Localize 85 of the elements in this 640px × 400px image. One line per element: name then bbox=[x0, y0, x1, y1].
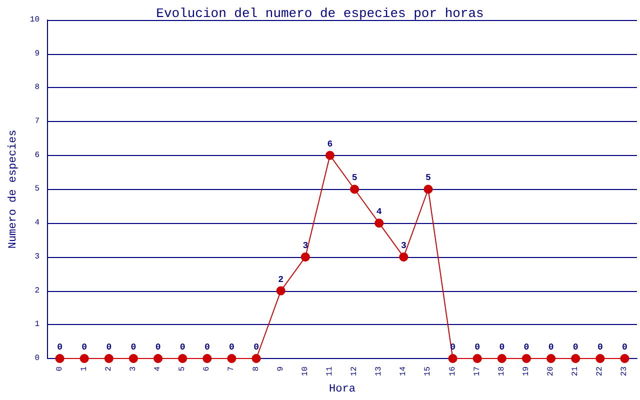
x-tick-label: 14 bbox=[399, 366, 408, 376]
x-axis-title: Hora bbox=[329, 384, 356, 396]
point bbox=[472, 354, 482, 363]
point bbox=[276, 286, 286, 296]
point bbox=[104, 354, 114, 363]
x-tick-label: 10 bbox=[300, 366, 310, 376]
data-label: 0 bbox=[57, 342, 62, 352]
data-label: 0 bbox=[82, 342, 88, 352]
data-label: 0 bbox=[229, 342, 234, 352]
y-tick-label: 8 bbox=[34, 83, 40, 92]
x-tick-label: 9 bbox=[276, 366, 286, 372]
x-tick-label: 7 bbox=[227, 366, 236, 372]
x-tick-label: 0 bbox=[55, 366, 64, 372]
x-tick-label: 23 bbox=[620, 366, 630, 376]
y-tick-label: 9 bbox=[34, 49, 40, 58]
y-tick-label: 2 bbox=[34, 286, 40, 296]
point bbox=[55, 354, 64, 363]
point bbox=[374, 218, 384, 228]
point bbox=[546, 354, 556, 363]
point bbox=[497, 354, 506, 363]
y-tick-label: 3 bbox=[34, 252, 40, 262]
data-label: 5 bbox=[352, 173, 358, 184]
y-tick-label: 5 bbox=[34, 184, 40, 194]
data-label: 0 bbox=[106, 342, 112, 352]
x-tick-label: 8 bbox=[252, 366, 261, 372]
point bbox=[620, 354, 630, 363]
y-tick-label: 1 bbox=[34, 320, 40, 330]
y-tick-label: 7 bbox=[34, 117, 40, 126]
point bbox=[202, 354, 212, 363]
y-tick-label: 4 bbox=[34, 218, 40, 228]
point bbox=[154, 354, 163, 363]
y-tick-label: 0 bbox=[34, 354, 40, 363]
point bbox=[571, 354, 580, 363]
x-tick-label: 21 bbox=[571, 366, 580, 376]
y-tick-label: 6 bbox=[34, 150, 40, 160]
point bbox=[80, 354, 89, 363]
data-label: 0 bbox=[499, 342, 505, 352]
point bbox=[178, 354, 188, 363]
data-label: 0 bbox=[180, 342, 186, 352]
x-tick-label: 6 bbox=[202, 366, 212, 372]
x-tick-label: 17 bbox=[472, 366, 482, 376]
point bbox=[128, 354, 138, 363]
x-tick-label: 12 bbox=[350, 366, 360, 376]
x-tick-label: 11 bbox=[325, 366, 334, 376]
point bbox=[424, 184, 433, 194]
x-tick-label: 2 bbox=[104, 366, 114, 372]
x-tick-label: 22 bbox=[596, 366, 605, 376]
point bbox=[522, 354, 531, 363]
point bbox=[350, 184, 360, 194]
x-tick-label: 1 bbox=[80, 366, 89, 372]
point bbox=[300, 252, 310, 262]
y-axis-title: Numero de especies bbox=[8, 130, 20, 249]
data-label: 0 bbox=[130, 342, 136, 352]
point bbox=[448, 354, 458, 363]
data-label: 0 bbox=[155, 342, 161, 352]
x-tick-label: 4 bbox=[154, 366, 163, 372]
data-label: 0 bbox=[548, 342, 554, 352]
data-label: 0 bbox=[474, 342, 480, 352]
point bbox=[227, 354, 236, 363]
x-tick-label: 18 bbox=[497, 366, 506, 376]
chart-title: Evolucion del numero de especies por horas bbox=[156, 6, 484, 21]
x-tick-label: 3 bbox=[128, 366, 138, 372]
data-label: 0 bbox=[524, 342, 530, 352]
data-label: 3 bbox=[400, 240, 406, 251]
data-label: 0 bbox=[622, 342, 628, 352]
point bbox=[399, 252, 408, 262]
data-label: 0 bbox=[572, 342, 578, 352]
y-tick-label: 10 bbox=[30, 16, 40, 24]
data-label: 4 bbox=[376, 207, 382, 218]
point bbox=[252, 354, 261, 363]
x-tick-label: 5 bbox=[178, 366, 188, 372]
x-tick-label: 15 bbox=[424, 366, 433, 376]
data-label: 0 bbox=[204, 342, 210, 352]
data-label: 6 bbox=[327, 139, 333, 150]
data-label: 3 bbox=[302, 240, 308, 251]
data-label: 2 bbox=[278, 274, 284, 285]
data-label: 0 bbox=[254, 342, 259, 352]
data-label: 5 bbox=[426, 173, 431, 184]
point bbox=[325, 150, 334, 160]
x-tick-label: 13 bbox=[374, 366, 384, 376]
x-tick-label: 16 bbox=[448, 366, 458, 376]
point bbox=[596, 354, 605, 363]
data-label: 0 bbox=[597, 342, 603, 352]
x-tick-label: 20 bbox=[546, 366, 556, 376]
x-tick-label: 19 bbox=[522, 366, 531, 376]
